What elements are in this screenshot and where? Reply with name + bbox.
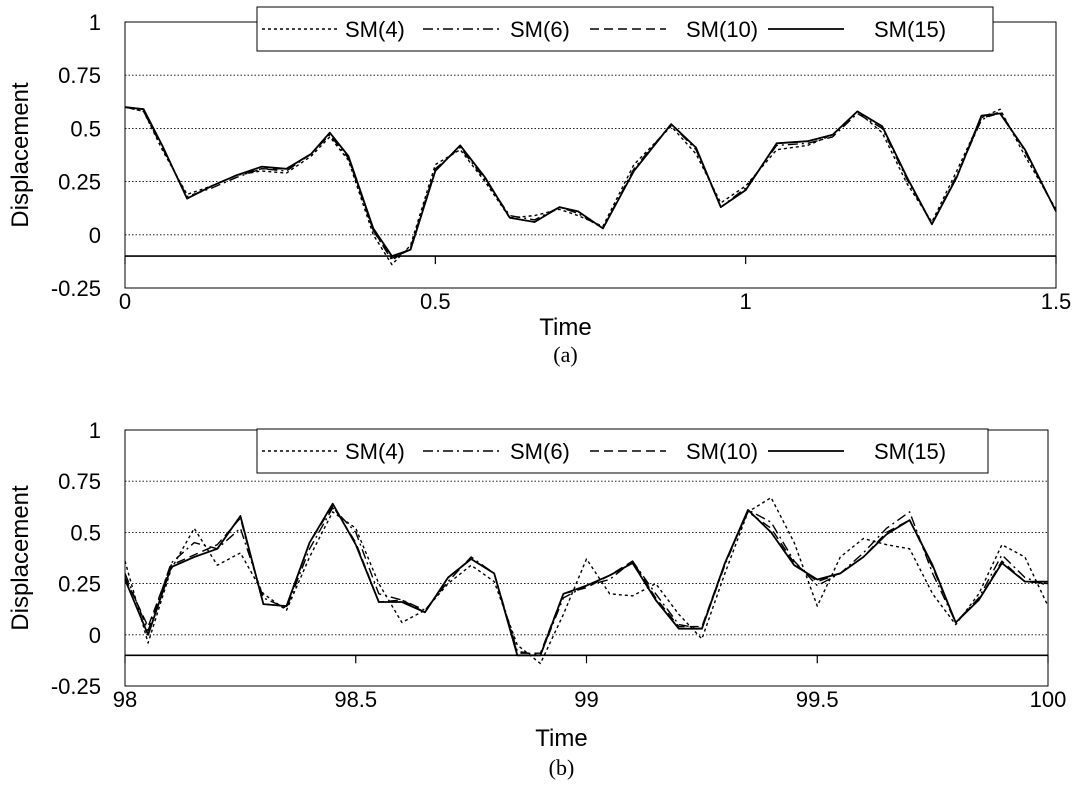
y-tick-label: 1 [89, 418, 101, 443]
plot-area [124, 21, 1057, 289]
series-line-sm10 [124, 505, 1049, 654]
x-tick-label: 0.5 [420, 289, 451, 314]
x-tick-label: 0 [119, 289, 131, 314]
legend-label: SM(10) [686, 17, 758, 42]
x-tick-label: 1 [740, 289, 752, 314]
y-axis-label: Displacement [7, 82, 34, 228]
series-line-sm6 [124, 507, 1049, 656]
x-axis-label: Time [535, 725, 587, 752]
chart-panel-b: 98 98.5 99 99.5 100 -0.25 0 0.25 0.5 0.75 1 Time Dis… [7, 418, 1066, 780]
y-tick-label: 0 [89, 623, 101, 648]
y-tick-label: -0.25 [51, 674, 101, 699]
y-tick-label: 0.25 [58, 572, 101, 597]
panel-caption: (b) [549, 755, 575, 780]
legend-label: SM(4) [345, 439, 405, 464]
chart-panel-a: 0 0.5 1 1.5 -0.25 0 0.25 0.5 0.75 1 Time Displaceme… [7, 6, 1072, 367]
legend-label: SM(6) [510, 439, 570, 464]
legend: SM(4) SM(6) SM(10) SM(15) [256, 6, 994, 52]
series-line-sm4 [124, 496, 1049, 665]
panel-caption: (a) [553, 342, 577, 367]
x-tick-label: 100 [1030, 687, 1067, 712]
x-tick-label: 98.5 [334, 687, 377, 712]
legend-label: SM(15) [874, 439, 946, 464]
x-tick-label: 99 [574, 687, 598, 712]
series-line-sm6 [124, 106, 1057, 261]
series-line-sm4 [124, 106, 1057, 266]
y-tick-label: 1 [89, 10, 101, 35]
x-tick-label: 98 [113, 687, 137, 712]
series-line-sm15 [124, 502, 1048, 657]
y-tick-label: 0.75 [58, 469, 101, 494]
legend-label: SM(15) [874, 17, 946, 42]
legend-label: SM(4) [345, 17, 405, 42]
x-tick-label: 1.5 [1041, 289, 1072, 314]
x-axis-label: Time [539, 314, 591, 341]
legend-label: SM(10) [686, 439, 758, 464]
y-axis-label: Displacement [7, 485, 34, 631]
y-tick-label: 0.25 [58, 170, 101, 195]
y-tick-label: -0.25 [51, 276, 101, 301]
series-line-sm15 [124, 106, 1057, 258]
y-tick-label: 0 [89, 223, 101, 248]
y-tick-label: 0.5 [70, 116, 101, 141]
legend-label: SM(6) [510, 17, 570, 42]
series-line-sm10 [124, 106, 1057, 259]
x-tick-label: 99.5 [796, 687, 839, 712]
y-tick-label: 0.75 [58, 63, 101, 88]
y-tick-label: 0.5 [70, 520, 101, 545]
legend: SM(4) SM(6) SM(10) SM(15) [256, 428, 989, 474]
